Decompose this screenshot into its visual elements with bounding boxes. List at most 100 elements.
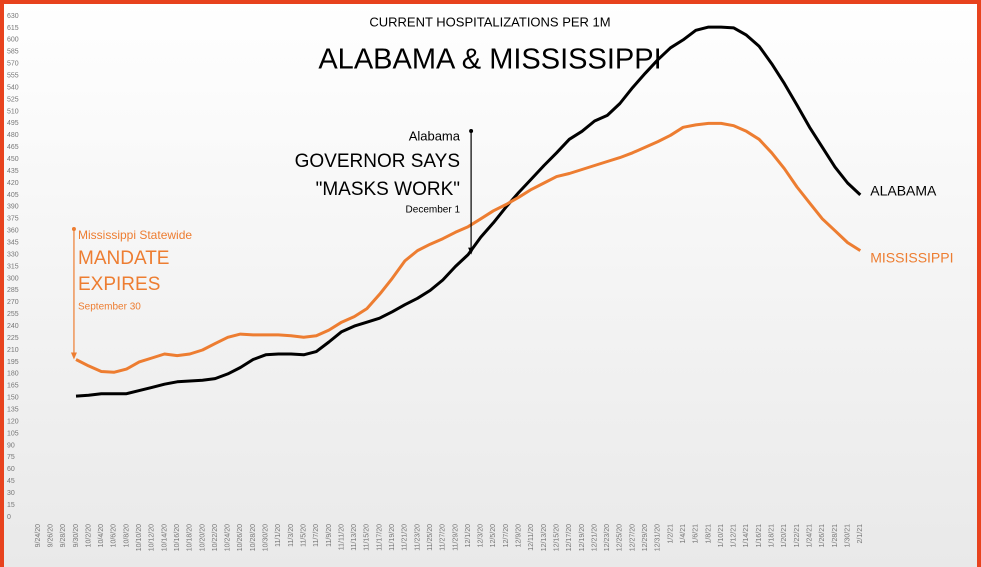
x-tick-label: 12/15/20 (553, 524, 560, 551)
x-tick-label: 10/8/20 (123, 524, 130, 547)
y-tick-label: 525 (7, 96, 19, 103)
y-tick-label: 375 (7, 216, 19, 223)
x-tick-label: 12/19/20 (579, 524, 586, 551)
x-tick-label: 1/24/21 (806, 524, 813, 547)
x-tick-label: 10/18/20 (187, 524, 194, 551)
x-tick-label: 1/20/21 (781, 524, 788, 547)
x-tick-label: 10/16/20 (174, 524, 181, 551)
y-tick-label: 405 (7, 192, 19, 199)
arrow-head (70, 352, 77, 360)
x-tick-label: 12/23/20 (604, 524, 611, 551)
x-tick-label: 1/8/21 (705, 524, 712, 544)
y-tick-label: 195 (7, 359, 19, 366)
x-tick-label: 9/26/20 (47, 524, 54, 547)
annotation-text: GOVERNOR SAYS (295, 151, 460, 172)
x-tick-label: 12/13/20 (541, 524, 548, 551)
y-tick-label: 540 (7, 84, 19, 91)
x-tick-label: 12/7/20 (503, 524, 510, 547)
x-tick-label: 10/14/20 (161, 524, 168, 551)
arrow-head (468, 247, 475, 255)
x-tick-label: 1/12/21 (731, 524, 738, 547)
arrow-dot (71, 227, 76, 231)
x-tick-label: 11/19/20 (389, 524, 396, 551)
x-tick-label: 11/17/20 (376, 524, 383, 551)
x-tick-label: 12/5/20 (490, 524, 497, 547)
x-tick-label: 11/23/20 (414, 524, 421, 551)
y-tick-label: 315 (7, 263, 19, 270)
y-tick-label: 360 (7, 228, 19, 235)
y-tick-label: 60 (7, 466, 15, 473)
y-tick-label: 210 (7, 347, 19, 354)
y-tick-label: 555 (7, 72, 19, 79)
y-tick-label: 345 (7, 239, 19, 246)
y-tick-label: 600 (7, 37, 19, 44)
x-tick-label: 10/20/20 (199, 524, 206, 551)
x-tick-label: 11/9/20 (326, 524, 333, 547)
x-tick-label: 12/1/20 (465, 524, 472, 547)
y-tick-label: 150 (7, 395, 19, 402)
x-tick-label: 9/24/20 (35, 524, 42, 547)
x-tick-label: 12/27/20 (629, 524, 636, 551)
annotation-text: EXPIRES (78, 274, 160, 295)
x-tick-label: 11/1/20 (275, 524, 282, 547)
y-tick-label: 300 (7, 275, 19, 282)
chart-subtitle: CURRENT HOSPITALIZATIONS PER 1M (369, 14, 610, 29)
x-tick-label: 12/25/20 (617, 524, 624, 551)
annotation-text: MANDATE (78, 248, 169, 269)
y-tick-label: 435 (7, 168, 19, 175)
x-tick-label: 1/14/21 (743, 524, 750, 547)
x-tick-label: 12/31/20 (655, 524, 662, 551)
y-tick-label: 135 (7, 406, 19, 413)
y-tick-label: 510 (7, 108, 19, 115)
x-tick-label: 10/24/20 (225, 524, 232, 551)
y-tick-label: 330 (7, 251, 19, 258)
x-tick-label: 10/2/20 (85, 524, 92, 547)
y-tick-label: 570 (7, 61, 19, 68)
x-tick-label: 10/4/20 (98, 524, 105, 547)
x-tick-label: 12/9/20 (516, 524, 523, 547)
x-tick-label: 11/27/20 (440, 524, 447, 551)
x-tick-label: 12/21/20 (591, 524, 598, 551)
x-tick-label: 10/12/20 (149, 524, 156, 551)
series-label: MISSISSIPPI (870, 249, 953, 265)
x-tick-label: 1/30/21 (844, 524, 851, 547)
y-tick-label: 120 (7, 418, 19, 425)
x-tick-label: 11/3/20 (288, 524, 295, 547)
x-tick-label: 2/1/21 (857, 524, 864, 544)
x-tick-label: 10/22/20 (212, 524, 219, 551)
x-tick-label: 10/26/20 (237, 524, 244, 551)
y-tick-label: 495 (7, 120, 19, 127)
x-tick-label: 1/22/21 (794, 524, 801, 547)
y-tick-label: 75 (7, 454, 15, 461)
y-tick-label: 15 (7, 502, 15, 509)
y-tick-label: 240 (7, 323, 19, 330)
x-tick-label: 11/29/20 (452, 524, 459, 551)
y-tick-label: 285 (7, 287, 19, 294)
x-tick-label: 1/28/21 (832, 524, 839, 547)
x-tick-label: 10/10/20 (136, 524, 143, 551)
y-tick-label: 465 (7, 144, 19, 151)
y-tick-label: 255 (7, 311, 19, 318)
y-tick-label: 0 (7, 514, 11, 521)
annotation-text: September 30 (78, 302, 141, 313)
y-tick-label: 30 (7, 490, 15, 497)
x-tick-label: 9/28/20 (60, 524, 67, 547)
y-tick-label: 270 (7, 299, 19, 306)
y-tick-label: 420 (7, 180, 19, 187)
y-tick-label: 90 (7, 442, 15, 449)
x-tick-label: 1/26/21 (819, 524, 826, 547)
x-tick-label: 11/11/20 (338, 524, 345, 550)
x-tick-label: 10/28/20 (250, 524, 257, 551)
y-tick-label: 585 (7, 49, 19, 56)
x-tick-label: 1/6/21 (693, 524, 700, 544)
x-tick-label: 10/6/20 (111, 524, 118, 547)
y-tick-label: 480 (7, 132, 19, 139)
annotation-text: December 1 (406, 205, 461, 216)
y-tick-label: 165 (7, 383, 19, 390)
y-tick-label: 615 (7, 25, 19, 32)
x-tick-label: 9/30/20 (73, 524, 80, 547)
y-tick-label: 630 (7, 13, 19, 20)
series-line (75, 25, 862, 398)
x-tick-label: 1/10/21 (718, 524, 725, 547)
